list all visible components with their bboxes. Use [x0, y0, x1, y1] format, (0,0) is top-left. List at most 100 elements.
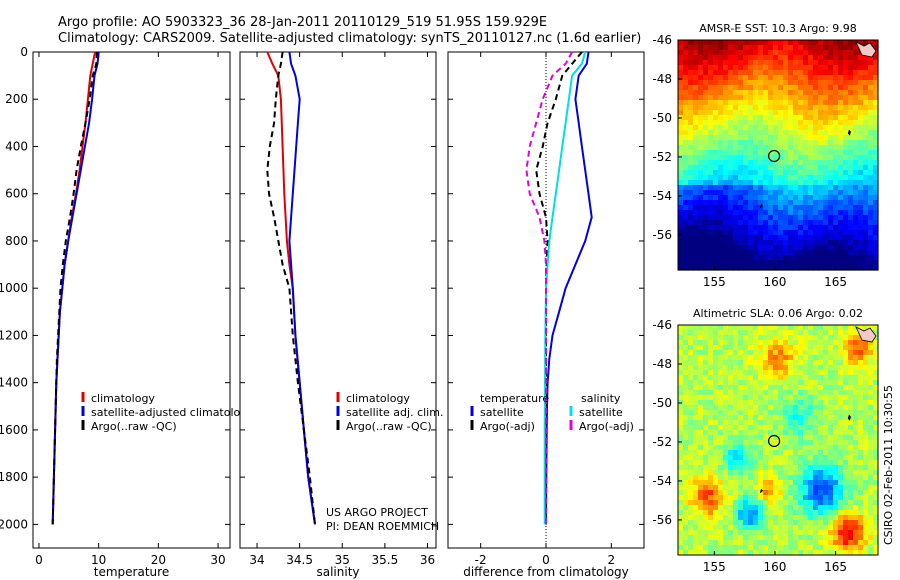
- map-cell: [748, 105, 754, 111]
- map-cell: [813, 325, 819, 331]
- map-cell: [698, 160, 704, 166]
- map-cell: [683, 180, 689, 186]
- map-cell: [773, 240, 779, 246]
- map-cell: [803, 255, 809, 261]
- map-cell: [733, 435, 739, 441]
- map-cell: [738, 60, 744, 66]
- map-cell: [833, 75, 839, 81]
- map-cell: [838, 535, 844, 541]
- map-cell: [743, 515, 749, 521]
- map-cell: [763, 385, 769, 391]
- map-cell: [838, 80, 844, 86]
- map-cell: [858, 210, 864, 216]
- map-cell: [763, 210, 769, 216]
- map-cell: [748, 385, 754, 391]
- map-cell: [683, 335, 689, 341]
- map-cell: [718, 110, 724, 116]
- map-cell: [678, 105, 684, 111]
- map-cell: [768, 485, 774, 491]
- map-cell: [678, 440, 684, 446]
- map-cell: [873, 440, 879, 446]
- map-cell: [748, 125, 754, 131]
- map-cell: [748, 390, 754, 396]
- map-cell: [843, 170, 849, 176]
- map-cell: [858, 140, 864, 146]
- map-cell: [793, 220, 799, 226]
- map-cell: [728, 475, 734, 481]
- map-cell: [843, 540, 849, 546]
- map-cell: [868, 105, 874, 111]
- map-cell: [843, 545, 849, 551]
- map-cell: [798, 460, 804, 466]
- map-cell: [823, 435, 829, 441]
- map-cell: [738, 520, 744, 526]
- map-cell: [813, 430, 819, 436]
- map-cell: [738, 50, 744, 56]
- map-cell: [763, 130, 769, 136]
- map-cell: [738, 500, 744, 506]
- map-cell: [793, 470, 799, 476]
- map-cell: [858, 245, 864, 251]
- map-cell: [863, 550, 869, 556]
- map-cell: [858, 100, 864, 106]
- map-cell: [833, 225, 839, 231]
- map-cell: [838, 430, 844, 436]
- map-cell: [783, 255, 789, 261]
- map-cell: [858, 90, 864, 96]
- map-cell: [718, 225, 724, 231]
- map-cell: [758, 420, 764, 426]
- map-cell: [778, 460, 784, 466]
- map-cell: [718, 215, 724, 221]
- map-cell: [823, 75, 829, 81]
- map-cell: [808, 125, 814, 131]
- map-cell: [858, 540, 864, 546]
- map-cell: [778, 395, 784, 401]
- map-cell: [728, 80, 734, 86]
- map-cell: [738, 445, 744, 451]
- map-cell: [723, 245, 729, 251]
- map-cell: [713, 70, 719, 76]
- map-cell: [873, 75, 879, 81]
- map-cell: [708, 160, 714, 166]
- map-cell: [783, 85, 789, 91]
- map-cell: [778, 50, 784, 56]
- map-cell: [713, 125, 719, 131]
- map-cell: [723, 250, 729, 256]
- map-cell: [798, 150, 804, 156]
- map-cell: [803, 225, 809, 231]
- map-cell: [763, 510, 769, 516]
- map-cell: [868, 540, 874, 546]
- map-cell: [798, 200, 804, 206]
- map-cell: [858, 115, 864, 121]
- map-cell: [793, 390, 799, 396]
- map-cell: [773, 470, 779, 476]
- map-cell: [748, 80, 754, 86]
- map-cell: [793, 550, 799, 556]
- map-cell: [713, 145, 719, 151]
- map-cell: [708, 235, 714, 241]
- map-cell: [738, 415, 744, 421]
- map-cell: [783, 70, 789, 76]
- map-cell: [823, 500, 829, 506]
- map-cell: [703, 110, 709, 116]
- map-cell: [713, 550, 719, 556]
- map-cell: [813, 500, 819, 506]
- map-cell: [723, 375, 729, 381]
- map-cell: [863, 405, 869, 411]
- map-cell: [728, 435, 734, 441]
- map-cell: [823, 465, 829, 471]
- map-cell: [708, 345, 714, 351]
- map-cell: [693, 485, 699, 491]
- map-cell: [678, 390, 684, 396]
- map-cell: [798, 500, 804, 506]
- map-cell: [833, 240, 839, 246]
- map-cell: [778, 175, 784, 181]
- map-cell: [758, 390, 764, 396]
- map-cell: [823, 155, 829, 161]
- map-cell: [678, 75, 684, 81]
- map-cell: [838, 545, 844, 551]
- map-cell: [738, 540, 744, 546]
- map-cell: [838, 170, 844, 176]
- map-cell: [723, 515, 729, 521]
- map-cell: [833, 405, 839, 411]
